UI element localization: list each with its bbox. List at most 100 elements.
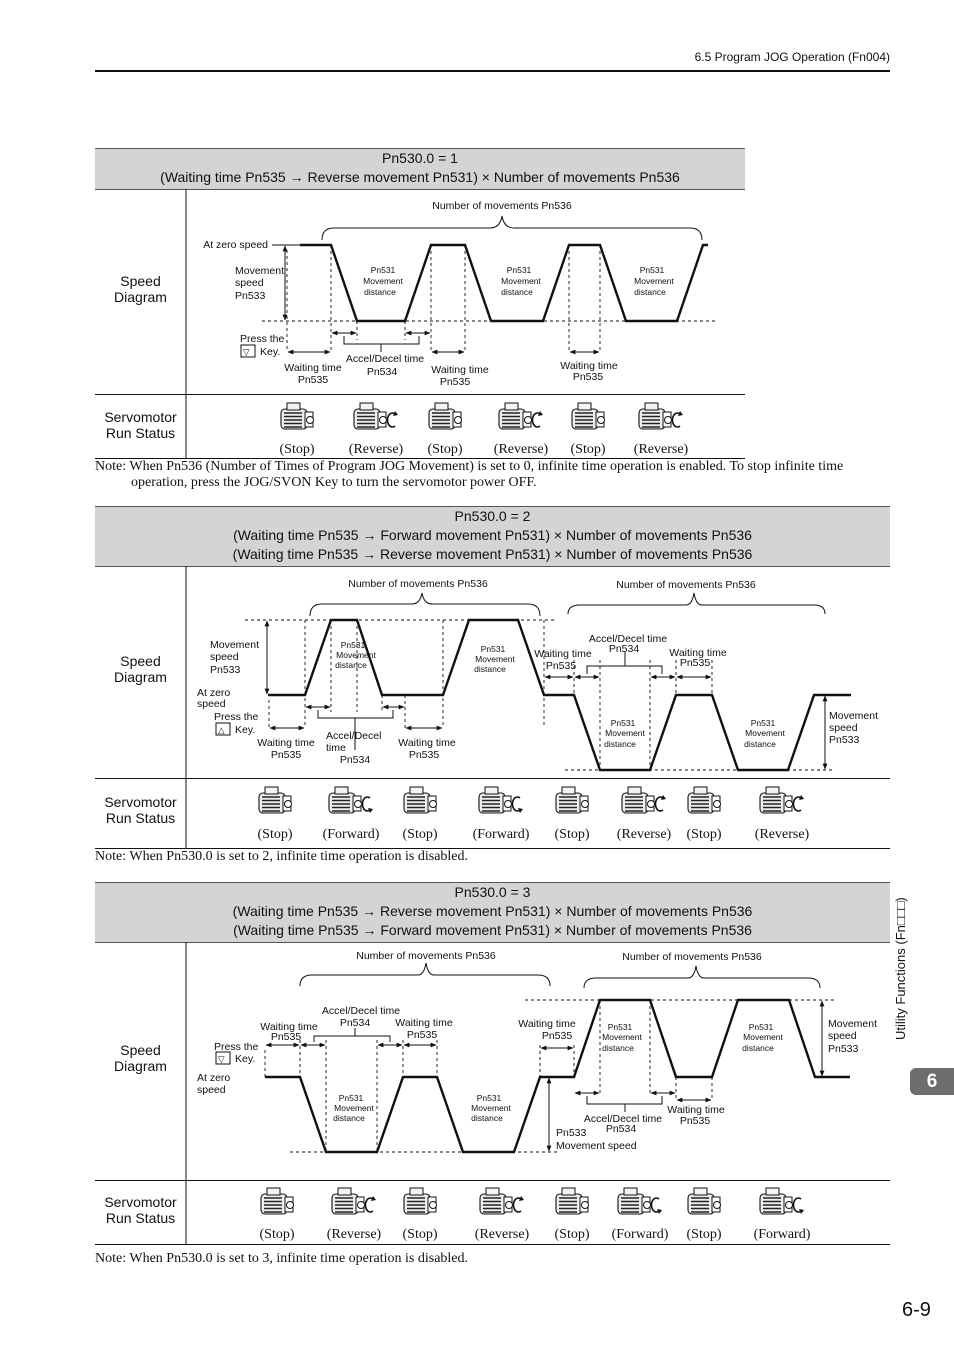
down-key-icon: [240, 344, 256, 358]
sequence-row-2: (Waiting time Pn535 → Forward movement P…: [95, 526, 890, 567]
run-status-label: (Reverse): [634, 442, 689, 457]
svg-text:Number of movements Pn536: Number of movements Pn536: [356, 950, 496, 962]
svg-text:distance: distance: [501, 287, 533, 297]
run-status-label: (Stop): [428, 442, 463, 457]
svg-text:Movement: Movement: [501, 276, 541, 286]
svg-text:speed: speed: [829, 722, 858, 734]
svg-text:At zero: At zero: [197, 687, 230, 699]
svg-text:Movement: Movement: [605, 728, 645, 738]
svg-text:Waiting time: Waiting time: [398, 737, 456, 749]
svg-text:Pn531: Pn531: [477, 1093, 502, 1103]
svg-text:Waiting time: Waiting time: [257, 737, 315, 749]
svg-text:Pn534: Pn534: [609, 643, 640, 655]
servomotor-run-status: (Stop) (Reverse) (Stop) (Reverse) (Stop) (Rev…: [258, 402, 811, 1242]
servomotor-forward-icon: [328, 786, 373, 814]
speed-diagram-label-3: Speed Diagram: [114, 1042, 167, 1074]
svg-text:Accel/Decel time: Accel/Decel time: [589, 633, 667, 645]
svg-text:Accel/Decel time: Accel/Decel time: [322, 1005, 400, 1017]
svg-text:Number of movements Pn536: Number of movements Pn536: [622, 951, 762, 963]
svg-text:distance: distance: [471, 1113, 503, 1123]
page-number: 6-9: [902, 1299, 931, 1321]
svg-text:Pn535: Pn535: [440, 376, 471, 388]
svg-text:speed: speed: [210, 651, 239, 663]
svg-text:Pn531: Pn531: [341, 640, 366, 650]
svg-text:At zero: At zero: [197, 1072, 230, 1084]
note-3: Note: When Pn530.0 is set to 3, infinite…: [95, 1251, 469, 1266]
run-status-label: (Forward): [612, 1227, 669, 1242]
svg-text:Pn531: Pn531: [749, 1022, 774, 1032]
svg-text:Pn531: Pn531: [640, 265, 665, 275]
svg-text:Key.: Key.: [235, 724, 255, 736]
run-status-label: (Reverse): [755, 827, 810, 842]
svg-text:Movement: Movement: [235, 265, 284, 277]
at-zero-speed-label: At zero speed: [203, 239, 268, 251]
svg-text:▽: ▽: [243, 347, 250, 357]
svg-text:Key.: Key.: [235, 1053, 255, 1065]
servomotor-forward-icon: [759, 1187, 804, 1215]
run-status-label: (Stop): [571, 442, 606, 457]
svg-text:Pn535: Pn535: [680, 1115, 711, 1127]
servomotor-reverse-icon: [498, 402, 543, 430]
servomotor-reverse-icon: [759, 786, 804, 814]
run-status-label: (Reverse): [349, 442, 404, 457]
svg-text:Movement: Movement: [828, 1018, 877, 1030]
svg-text:Pn531: Pn531: [371, 265, 396, 275]
svg-text:Waiting time: Waiting time: [284, 362, 342, 374]
servomotor-stop-icon: [258, 786, 292, 814]
run-status-label: (Stop): [258, 827, 293, 842]
note-2: Note: When Pn530.0 is set to 2, infinite…: [95, 849, 469, 864]
svg-text:Key.: Key.: [260, 346, 280, 358]
run-status-label: (Reverse): [475, 1227, 530, 1242]
svg-text:Pn534: Pn534: [340, 754, 371, 766]
svg-text:speed: speed: [197, 1084, 226, 1096]
run-status-label: (Forward): [323, 827, 380, 842]
svg-text:Pn533: Pn533: [235, 290, 266, 302]
svg-text:Pn534: Pn534: [367, 366, 398, 378]
svg-text:Pn535: Pn535: [407, 1029, 438, 1041]
svg-text:speed: speed: [828, 1030, 857, 1042]
svg-text:Waiting time: Waiting time: [669, 647, 727, 659]
speed-diagram-label-1: Speed Diagram: [114, 273, 167, 305]
svg-text:Pn534: Pn534: [340, 1017, 371, 1029]
svg-text:Movement: Movement: [829, 710, 878, 722]
svg-text:Movement: Movement: [745, 728, 785, 738]
table-lines: [95, 189, 890, 1245]
svg-text:Waiting time: Waiting time: [667, 1104, 725, 1116]
servomotor-stop-icon: [687, 786, 721, 814]
servomotor-reverse-icon: [331, 1187, 376, 1215]
svg-text:Movement: Movement: [363, 276, 403, 286]
servomotor-stop-icon: [403, 1187, 437, 1215]
svg-text:speed: speed: [235, 277, 264, 289]
svg-text:Pn535: Pn535: [573, 371, 604, 383]
svg-text:Movement: Movement: [602, 1032, 642, 1042]
servomotor-forward-icon: [478, 786, 523, 814]
svg-text:Pn531: Pn531: [608, 1022, 633, 1032]
svg-text:Press the: Press the: [214, 1041, 259, 1053]
run-status-label: (Stop): [280, 442, 315, 457]
run-status-label-3: Servomotor Run Status: [104, 1194, 177, 1226]
servomotor-reverse-icon: [353, 402, 398, 430]
svg-text:distance: distance: [602, 1043, 634, 1053]
svg-text:Number of movements Pn536: Number of movements Pn536: [348, 578, 488, 590]
svg-text:Pn535: Pn535: [271, 1031, 302, 1043]
svg-text:Pn531: Pn531: [481, 644, 506, 654]
run-status-label: (Reverse): [617, 827, 672, 842]
chapter-tab[interactable]: 6: [910, 1068, 954, 1095]
svg-text:distance: distance: [364, 287, 396, 297]
svg-text:Pn531: Pn531: [611, 718, 636, 728]
svg-text:Number of movements Pn536: Number of movements Pn536: [616, 579, 756, 591]
svg-text:Pn533: Pn533: [210, 664, 241, 676]
servomotor-stop-icon: [571, 402, 605, 430]
svg-text:distance: distance: [744, 739, 776, 749]
header-rule: [95, 70, 890, 72]
svg-text:Pn533: Pn533: [556, 1127, 587, 1139]
svg-text:distance: distance: [474, 664, 506, 674]
run-status-label: (Stop): [555, 827, 590, 842]
servomotor-stop-icon: [687, 1187, 721, 1215]
svg-text:Pn533: Pn533: [828, 1043, 859, 1055]
servomotor-stop-icon: [260, 1187, 294, 1215]
svg-text:Movement: Movement: [471, 1103, 511, 1113]
svg-text:Pn531: Pn531: [507, 265, 532, 275]
